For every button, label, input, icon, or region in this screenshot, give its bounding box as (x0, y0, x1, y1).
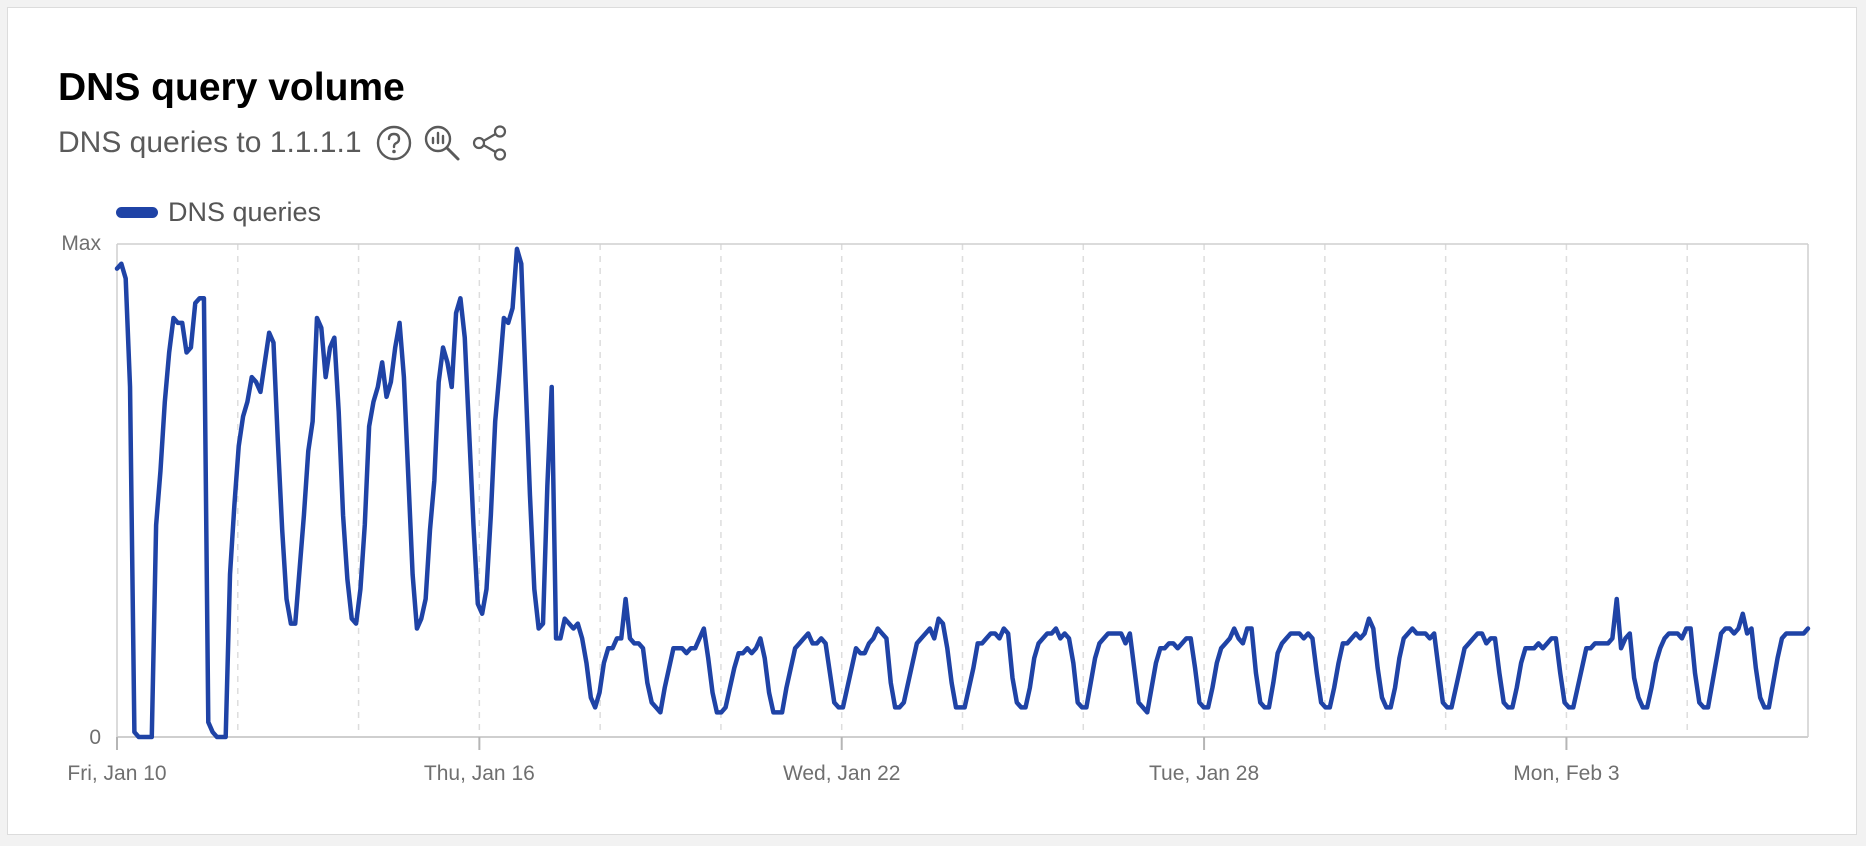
series-layer (114, 246, 1811, 740)
help-icon-glyph (376, 125, 411, 161)
x-tick-label: Wed, Jan 22 (783, 762, 901, 785)
x-tick-label: Fri, Jan 10 (67, 762, 166, 785)
share-icon-glyph (472, 125, 506, 161)
x-tick-label: Tue, Jan 28 (1149, 762, 1259, 785)
chart-title: DNS query volume (58, 66, 405, 109)
chart-card: DNS query volume DNS queries to 1.1.1.1 (7, 7, 1857, 835)
x-tick-label: Mon, Feb 3 (1513, 762, 1619, 785)
y-tick-label: 0 (89, 726, 101, 749)
explore-data-icon-glyph (424, 125, 460, 161)
line-chart: Fri, Jan 10 Thu, Jan 16 Wed, Jan 22 Tue, Ja… (61, 232, 1811, 785)
legend-label: DNS queries (168, 196, 322, 227)
explore-data-icon[interactable] (420, 121, 464, 165)
legend-swatch (116, 206, 158, 218)
subtitle-row: DNS queries to 1.1.1.1 (58, 120, 512, 166)
plot-frame (116, 243, 1809, 738)
grid-lines (237, 244, 1688, 737)
legend-item-dns-queries[interactable]: DNS queries (116, 194, 321, 230)
axis-layer: Fri, Jan 10 Thu, Jan 16 Wed, Jan 22 Tue, Ja… (61, 232, 1619, 785)
x-tick-label: Thu, Jan 16 (424, 762, 535, 785)
help-icon[interactable] (372, 121, 416, 165)
share-icon[interactable] (468, 121, 512, 165)
series-line-dns-queries[interactable] (114, 246, 1811, 740)
chart-subtitle: DNS queries to 1.1.1.1 (58, 126, 362, 159)
y-tick-label: Max (61, 232, 101, 255)
